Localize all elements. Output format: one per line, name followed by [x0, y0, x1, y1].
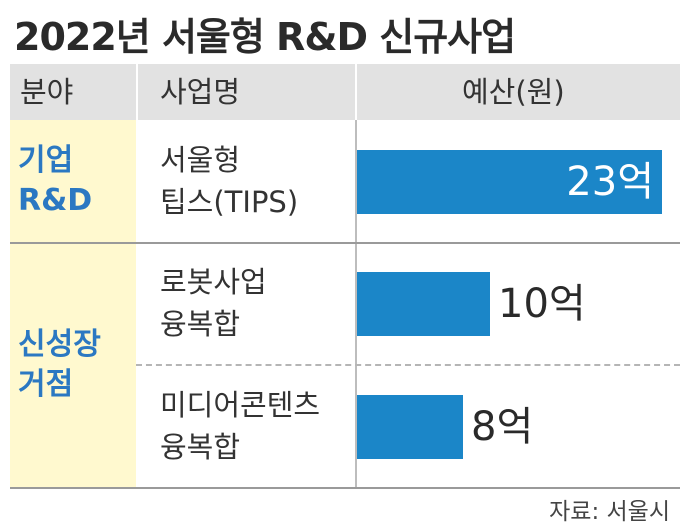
budget-value-label: 10억	[498, 281, 586, 327]
group-separator	[10, 242, 680, 244]
budget-bar	[357, 272, 490, 336]
header-category: 분야	[20, 75, 74, 109]
budget-bar	[357, 150, 662, 214]
table-header: 분야 사업명 예산(원)	[10, 64, 680, 120]
budget-bar	[357, 395, 463, 459]
header-divider	[136, 64, 138, 120]
category-label: 기업 R&D	[18, 143, 93, 218]
header-divider	[355, 64, 357, 120]
business-name: 로봇사업 융복합	[160, 265, 267, 341]
category-column	[10, 120, 136, 488]
table-bottom-line	[10, 487, 680, 489]
budget-value-label: 8억	[471, 404, 534, 450]
category-label: 신성장 거점	[18, 327, 101, 402]
row-separator	[136, 364, 680, 366]
header-budget: 예산(원)	[462, 75, 565, 109]
business-name: 미디어콘텐츠 융복합	[160, 388, 321, 464]
column-divider	[355, 120, 357, 488]
source-note: 자료: 서울시	[549, 499, 670, 525]
budget-value-label: 23억	[566, 159, 654, 205]
business-name: 서울형 팁스(TIPS)	[160, 143, 299, 219]
header-business-name: 사업명	[160, 75, 241, 109]
chart-title: 2022년 서울형 R&D 신규사업	[14, 15, 516, 59]
